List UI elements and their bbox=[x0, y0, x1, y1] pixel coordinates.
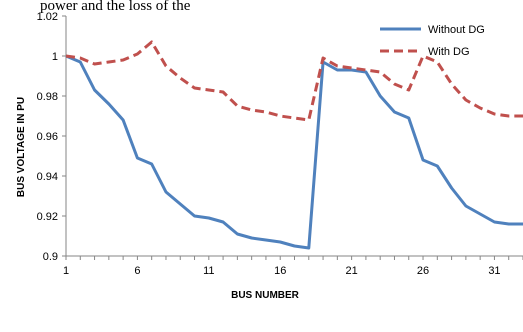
x-axis-title: BUS NUMBER bbox=[231, 290, 300, 301]
x-tick-label: 1 bbox=[63, 265, 69, 277]
x-tick-label: 11 bbox=[203, 265, 214, 277]
y-tick-label: 0.94 bbox=[37, 171, 58, 183]
series-layer bbox=[66, 42, 523, 248]
y-tick-label: 0.96 bbox=[37, 131, 58, 143]
legend-label-without-dg: Without DG bbox=[428, 24, 485, 36]
x-tick-label: 16 bbox=[274, 265, 286, 277]
top-text-fragment: power and the loss of the bbox=[40, 0, 191, 14]
y-axis-title: BUS VOLTAGE IN PU bbox=[16, 97, 27, 197]
y-tick-label: 1 bbox=[52, 51, 58, 63]
series-line-without-dg bbox=[66, 56, 523, 248]
y-tick-label: 0.9 bbox=[43, 251, 58, 263]
x-tick-label: 6 bbox=[134, 265, 140, 277]
x-tick-label: 21 bbox=[346, 265, 358, 277]
x-tick-label: 31 bbox=[488, 265, 500, 277]
y-tick-label: 1.02 bbox=[37, 11, 58, 23]
legend-label-with-dg: With DG bbox=[428, 46, 470, 58]
y-tick-label: 0.98 bbox=[37, 91, 58, 103]
y-tick-label: 0.92 bbox=[37, 211, 58, 223]
legend: Without DG With DG bbox=[380, 24, 485, 58]
x-tick-label: 26 bbox=[417, 265, 429, 277]
y-axis: 0.9 0.92 0.94 0.96 0.98 1 1.02 bbox=[37, 11, 66, 263]
